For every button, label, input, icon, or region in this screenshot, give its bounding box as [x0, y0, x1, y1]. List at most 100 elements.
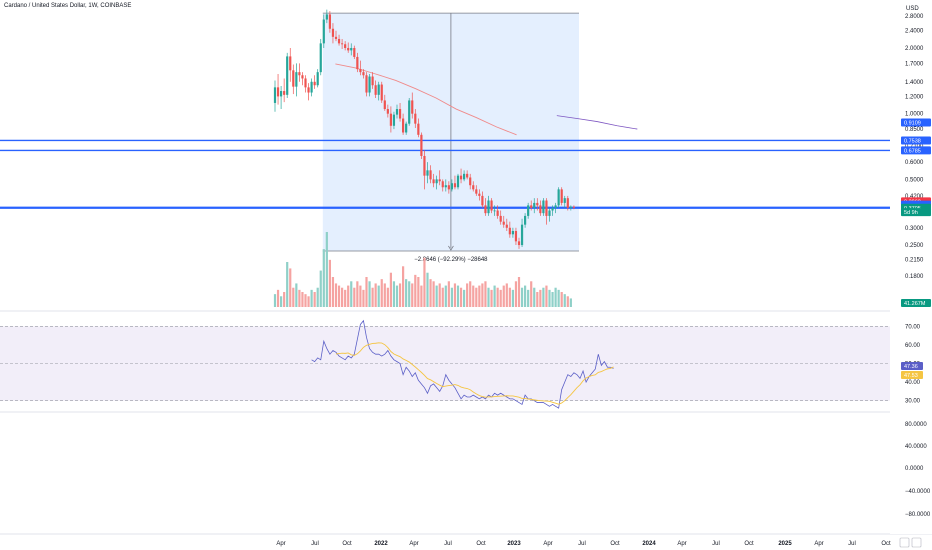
price-axis-tick: 1.2000: [905, 94, 924, 100]
volume-bar: [411, 283, 414, 307]
price-axis-tick: 0.5000: [905, 177, 924, 183]
candle-body: [426, 170, 429, 176]
volume-bar: [441, 287, 444, 307]
price-axis-bg: [890, 0, 932, 534]
candle-body: [527, 205, 530, 216]
time-axis-tick: Oct: [342, 541, 352, 547]
volume-bar: [469, 281, 472, 307]
oscillator-axis-tick: −80.0000: [905, 512, 931, 518]
candle-body: [365, 75, 368, 93]
candle-body: [280, 91, 283, 97]
volume-bar: [548, 289, 551, 307]
candle-body: [344, 44, 347, 48]
price-axis-tick: 0.4200: [905, 194, 924, 200]
volume-bar: [490, 289, 493, 307]
volume-bar: [569, 298, 572, 307]
candle-body: [389, 113, 392, 126]
time-axis-tick: Oct: [476, 541, 486, 547]
volume-bar: [438, 283, 441, 307]
volume-bar: [402, 266, 405, 307]
candle-body: [432, 179, 435, 184]
candle-body: [423, 155, 426, 176]
volume-bar: [353, 287, 356, 307]
volume-bar: [435, 285, 438, 307]
price-tag: [901, 208, 931, 217]
candle-body: [481, 195, 484, 206]
volume-bar: [398, 283, 402, 307]
candle-body: [405, 123, 408, 133]
currency-label: USD: [906, 6, 919, 12]
candle-body: [453, 183, 457, 188]
volume-bar: [328, 259, 331, 307]
volume-bar: [496, 287, 499, 307]
candle-body: [524, 215, 527, 225]
candle-body: [505, 224, 508, 228]
candle-body: [319, 43, 322, 73]
volume-tag-label: 41.267M: [904, 301, 926, 307]
price-axis-tick: 1.7000: [905, 61, 924, 67]
candle-body: [417, 123, 420, 135]
candle-body: [551, 207, 554, 211]
rsi-line: [311, 319, 614, 409]
volume-bar: [472, 285, 475, 307]
candle-body: [353, 47, 356, 57]
volume-bar: [374, 283, 377, 307]
time-axis-tick: Apr: [677, 541, 686, 547]
chart-title: Cardano / United States Dollar, 1W, COIN…: [4, 3, 132, 9]
candle-body: [362, 72, 365, 76]
volume-bar: [545, 285, 548, 307]
candle-body: [572, 206, 575, 208]
candle-body: [350, 47, 353, 51]
candle-body: [566, 198, 569, 208]
rsi-value-tag: [901, 362, 923, 370]
volume-bar: [453, 283, 457, 307]
volume-bar: [341, 287, 344, 307]
volume-bar: [450, 287, 453, 307]
price-axis-tick: 1.0000: [905, 112, 924, 118]
volume-bar: [298, 289, 301, 307]
candle-body: [298, 72, 301, 76]
candle-body: [337, 38, 341, 44]
candle-body: [301, 75, 304, 79]
candle-body: [447, 185, 450, 190]
volume-bar: [414, 274, 417, 307]
time-axis-tick: 2022: [374, 541, 388, 547]
volume-bar: [533, 287, 536, 307]
volume-bar: [487, 287, 490, 307]
volume-tag: [901, 299, 931, 307]
chart-settings-icon: [911, 537, 922, 548]
price-axis-tick: 2.0000: [905, 46, 924, 52]
candle-body: [511, 230, 514, 235]
volume-bar: [301, 292, 304, 307]
time-axis-tick: Apr: [276, 541, 285, 547]
candle-body: [542, 200, 545, 214]
candle-body: [545, 200, 548, 216]
volume-bar: [405, 279, 408, 307]
volume-bar: [331, 277, 335, 307]
candle-body: [530, 205, 533, 208]
candle-body: [283, 91, 286, 95]
price-tag: [901, 136, 931, 145]
volume-bar: [560, 292, 563, 307]
price-tag-label: 0.6785: [904, 148, 921, 154]
volume-bar: [484, 281, 487, 307]
volume-bar: [554, 287, 557, 307]
volume-bar: [283, 292, 286, 307]
candle-body: [508, 227, 511, 235]
candle-body: [496, 210, 499, 216]
volume-bar: [517, 277, 521, 307]
volume-bar: [356, 281, 359, 307]
volume-bar: [447, 281, 450, 307]
candle-body: [347, 47, 350, 51]
time-axis-tick: 2024: [642, 541, 656, 547]
volume-bar: [459, 287, 463, 307]
volume-bar: [295, 283, 298, 307]
volume-bar: [334, 283, 338, 307]
oscillator-axis-tick: 0.0000: [905, 466, 924, 472]
time-axis-tick: Jul: [444, 541, 452, 547]
volume-bar: [423, 257, 426, 307]
candle-body: [554, 205, 557, 208]
volume-bar: [362, 289, 365, 307]
volume-bar: [292, 287, 295, 307]
